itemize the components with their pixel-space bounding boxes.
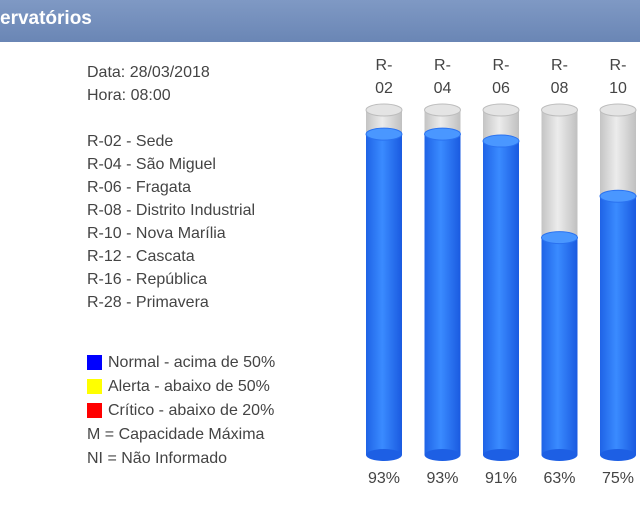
bar-bottom-cap: [541, 449, 578, 461]
legend: Normal - acima de 50% Alerta - abaixo de…: [87, 350, 275, 470]
data-label: 93%: [426, 470, 458, 487]
legend-alerta: Alerta - abaixo de 50%: [87, 374, 275, 398]
legend-critico: Crítico - abaixo de 20%: [87, 398, 275, 422]
tube-empty: [483, 110, 519, 142]
data-label: 63%: [543, 470, 575, 487]
tick-label: R-: [376, 57, 393, 74]
tick-label: R-: [434, 57, 451, 74]
tube-top-cap: [541, 103, 578, 117]
reservoir-item: R-04 - São Miguel: [87, 156, 216, 173]
tick-label: R-: [493, 57, 510, 74]
tube-top-cap: [482, 103, 520, 117]
bar: [483, 141, 519, 456]
tube-empty: [600, 110, 636, 197]
alerta-swatch: [87, 378, 102, 394]
tube-empty: [541, 110, 578, 238]
time-label: Hora: 08:00: [87, 87, 171, 104]
bar-level-cap: [424, 127, 461, 141]
tube-top-cap: [424, 103, 461, 117]
tick-label: 10: [609, 80, 627, 97]
reservoir-item: R-16 - República: [87, 271, 208, 288]
bar-bottom-cap: [600, 449, 636, 461]
bar: [424, 134, 461, 455]
datetime-block: Data: 28/03/2018 Hora: 08:00: [87, 61, 210, 107]
data-label: 91%: [485, 470, 517, 487]
legend-critico-label: Crítico - abaixo de 20%: [108, 401, 275, 419]
tube-empty: [424, 110, 461, 135]
bar: [600, 196, 636, 455]
reservoir-item: R-08 - Distrito Industrial: [87, 202, 256, 219]
reservoir-item: R-10 - Nova Marília: [87, 225, 226, 242]
tick-label: 06: [492, 80, 510, 97]
tube-top-cap: [599, 103, 637, 117]
legend-capacidade: M = Capacidade Máxima: [87, 422, 275, 446]
bar-bottom-cap: [366, 449, 402, 461]
data-label: 93%: [368, 470, 400, 487]
bar-level-cap: [541, 231, 578, 245]
panel-header: ervatórios: [0, 0, 640, 42]
tick-label: R-: [551, 57, 568, 74]
legend-alerta-label: Alerta - abaixo de 50%: [108, 377, 270, 395]
bar: [366, 134, 402, 455]
bar-level-cap: [599, 189, 637, 203]
bar-level-cap: [365, 127, 403, 141]
normal-swatch: [87, 354, 102, 370]
legend-normal-label: Normal - acima de 50%: [108, 353, 276, 371]
legend-nao-informado-label: NI = Não Informado: [87, 449, 228, 467]
bar-level-cap: [482, 134, 520, 148]
tube-top-cap: [365, 103, 403, 117]
tick-label: R-: [610, 57, 627, 74]
reservoir-item: R-28 - Primavera: [87, 294, 209, 311]
tube-empty: [366, 110, 402, 135]
reservoir-list: R-02 - Sede R-04 - São Miguel R-06 - Fra…: [87, 130, 255, 314]
reservoir-item: R-02 - Sede: [87, 133, 174, 150]
bar-bottom-cap: [483, 449, 519, 461]
reservoir-item: R-12 - Cascata: [87, 248, 195, 265]
bar: [541, 237, 578, 455]
date-label: Data: 28/03/2018: [87, 64, 210, 81]
bar-bottom-cap: [424, 449, 461, 461]
tick-label: 08: [551, 80, 569, 97]
tick-label: 04: [434, 80, 452, 97]
legend-nao-informado: NI = Não Informado: [87, 446, 275, 470]
data-label: 75%: [602, 470, 634, 487]
tick-label: 02: [375, 80, 393, 97]
reservoir-item: R-06 - Fragata: [87, 179, 192, 196]
legend-normal: Normal - acima de 50%: [87, 350, 275, 374]
panel-title: ervatórios: [0, 8, 92, 29]
legend-capacidade-label: M = Capacidade Máxima: [87, 425, 265, 443]
critico-swatch: [87, 402, 102, 418]
